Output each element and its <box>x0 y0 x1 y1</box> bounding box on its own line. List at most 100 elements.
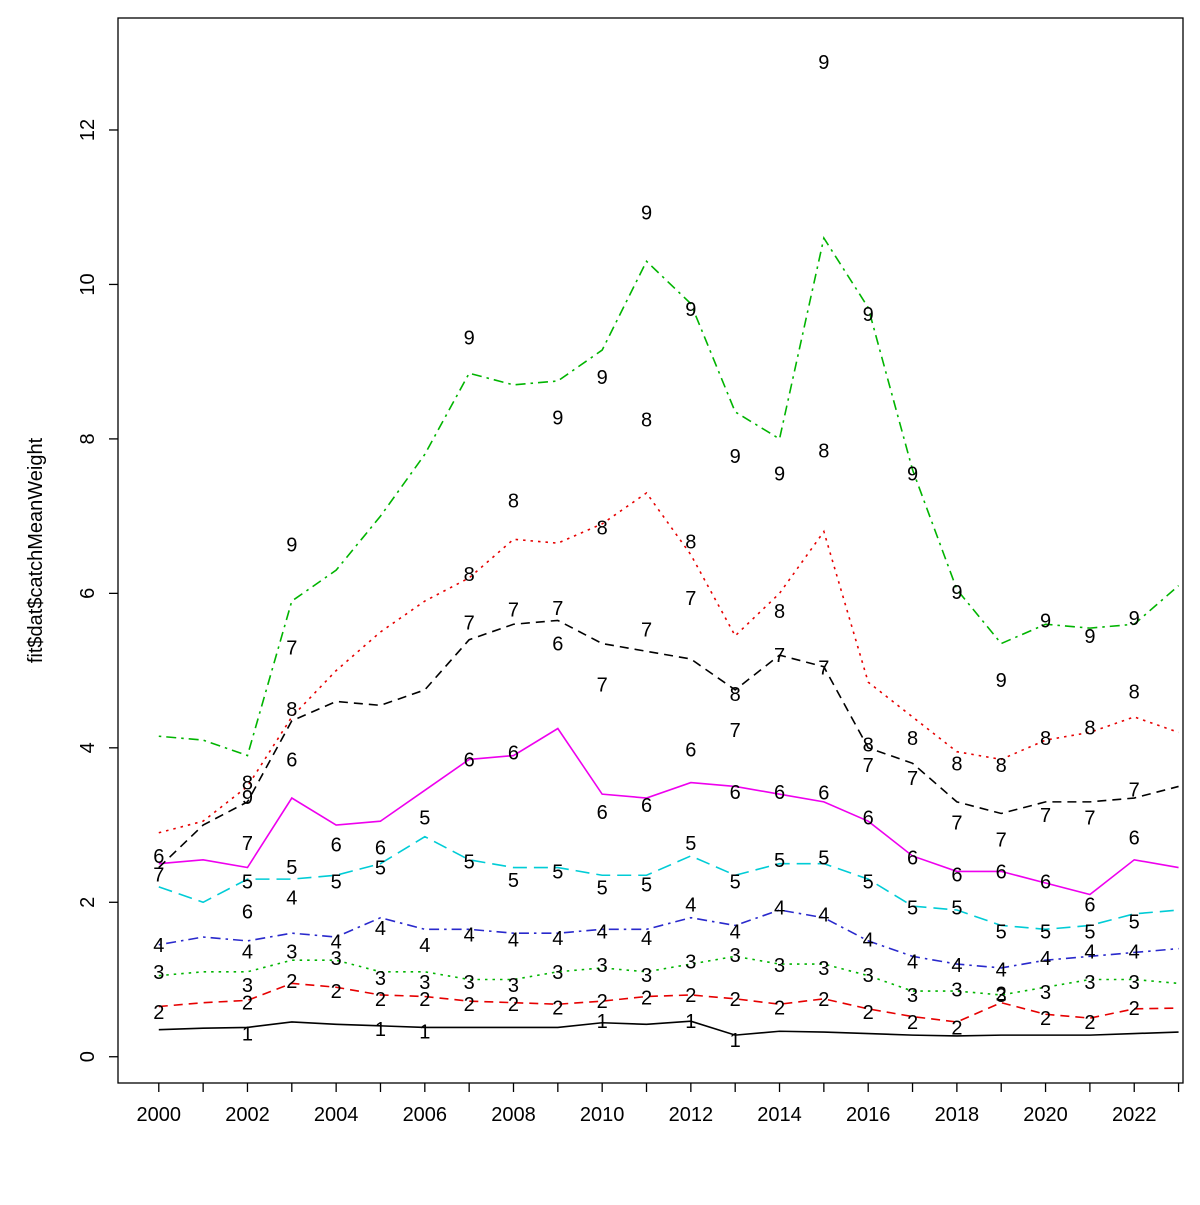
series-point-label-age-6: 6 <box>996 861 1007 883</box>
series-point-label-age-9: 9 <box>818 52 829 74</box>
y-tick-label: 8 <box>77 433 99 444</box>
series-point-label-age-9: 9 <box>552 407 563 429</box>
series-point-label-age-9: 9 <box>597 367 608 389</box>
series-point-label-age-7: 7 <box>818 658 829 680</box>
series-point-label-age-9: 9 <box>242 787 253 809</box>
series-line-age-3 <box>158 955 1179 996</box>
series-point-label-age-5: 5 <box>508 870 519 892</box>
x-tick-label: 2022 <box>1112 1104 1157 1126</box>
series-point-label-age-7: 7 <box>863 755 874 777</box>
series-point-label-age-7: 7 <box>1129 780 1140 802</box>
series-labels-age-1: 1 1 1 1 1 1 <box>242 1011 741 1052</box>
series-point-label-age-6: 6 <box>1040 871 1051 893</box>
series-point-label-age-4: 4 <box>552 928 563 950</box>
series-point-label-age-5: 5 <box>951 898 962 920</box>
series-point-label-age-6: 6 <box>1084 895 1095 917</box>
y-axis: 0 2 4 6 8 10 12 <box>77 119 118 1062</box>
series-point-label-age-6: 6 <box>508 742 519 764</box>
series-point-label-age-5: 5 <box>863 871 874 893</box>
series-line-age-8 <box>158 491 1179 834</box>
series-point-label-age-3: 3 <box>996 985 1007 1007</box>
series-point-label-age-4: 4 <box>153 935 164 957</box>
series-point-label-age-2: 2 <box>641 987 652 1009</box>
series-point-label-age-8: 8 <box>597 518 608 540</box>
series-labels-age-3: 3 3 3 3 3 3 3 3 3 3 3 3 3 3 3 3 3 3 3 3 3 3 <box>153 942 1140 1007</box>
series-point-label-age-4: 4 <box>508 929 519 951</box>
series-point-label-age-4: 4 <box>730 922 741 944</box>
series-labels-age-8: 8 8 8 8 8 8 8 8 8 8 8 8 8 8 8 8 8 <box>242 410 1140 795</box>
series-point-label-age-6: 6 <box>641 795 652 817</box>
series-point-label-age-9: 9 <box>774 464 785 486</box>
series-point-label-age-6: 6 <box>464 749 475 771</box>
series-point-label-age-2: 2 <box>286 971 297 993</box>
series-point-label-age-4: 4 <box>1129 942 1140 964</box>
series-point-label-age-2: 2 <box>508 994 519 1016</box>
series-point-label-age-6: 6 <box>818 783 829 805</box>
series-point-label-age-1: 1 <box>242 1024 253 1046</box>
series-point-label-age-2: 2 <box>1040 1008 1051 1030</box>
series-point-label-age-3: 3 <box>1040 982 1051 1004</box>
series-point-label-age-1: 1 <box>375 1019 386 1041</box>
series-labels-age-7: 7 7 7 7 7 7 7 7 7 7 7 7 7 7 7 7 7 7 7 <box>153 588 1140 886</box>
series-point-label-age-3: 3 <box>641 965 652 987</box>
series-point-label-age-7: 7 <box>1084 807 1095 829</box>
series-point-label-age-2: 2 <box>375 989 386 1011</box>
series-point-label-age-2: 2 <box>996 983 1007 1005</box>
series-point-label-age-9: 9 <box>907 464 918 486</box>
series-point-label-age-3: 3 <box>1084 972 1095 994</box>
series-point-label-age-5: 5 <box>1129 912 1140 934</box>
series-point-label-age-4: 4 <box>242 942 253 964</box>
y-tick-label: 2 <box>77 897 99 908</box>
series-point-label-age-5: 5 <box>242 871 253 893</box>
series-point-label-age-8: 8 <box>951 753 962 775</box>
series-point-label-age-9: 9 <box>951 582 962 604</box>
series-point-label-age-8: 8 <box>907 728 918 750</box>
series-point-label-age-2: 2 <box>685 985 696 1007</box>
series-point-label-age-6: 6 <box>552 634 563 656</box>
series-point-label-age-3: 3 <box>774 955 785 977</box>
series-point-label-age-9: 9 <box>641 203 652 225</box>
series-point-label-age-2: 2 <box>774 997 785 1019</box>
x-tick-label: 2006 <box>403 1104 448 1126</box>
series-point-label-age-5: 5 <box>730 871 741 893</box>
series-point-label-age-8: 8 <box>1084 718 1095 740</box>
series-point-label-age-7: 7 <box>1040 805 1051 827</box>
series-lines <box>158 236 1180 1037</box>
series-point-label-age-3: 3 <box>375 968 386 990</box>
series-point-label-age-2: 2 <box>863 1002 874 1024</box>
series-point-label-age-6: 6 <box>863 807 874 829</box>
series-point-label-age-5: 5 <box>464 851 475 873</box>
x-tick-label: 2008 <box>491 1104 536 1126</box>
series-point-label-age-8: 8 <box>242 773 253 795</box>
y-tick-label: 6 <box>77 588 99 599</box>
series-point-label-age-2: 2 <box>331 981 342 1003</box>
x-tick-label: 2012 <box>669 1104 714 1126</box>
series-point-label-age-7: 7 <box>552 598 563 620</box>
series-point-label-age-7: 7 <box>597 674 608 696</box>
series-point-label-age-3: 3 <box>685 952 696 974</box>
x-tick-label: 2018 <box>935 1104 980 1126</box>
y-axis-title: fit$dat$catchMeanWeight <box>25 437 47 663</box>
series-line-age-5 <box>158 835 1179 931</box>
series-point-label-age-6: 6 <box>153 846 164 868</box>
series-point-label-age-3: 3 <box>552 962 563 984</box>
series-line-age-2 <box>158 982 1179 1023</box>
series-point-label-age-8: 8 <box>863 735 874 757</box>
series-point-label-age-6: 6 <box>597 802 608 824</box>
series-point-label-age-7: 7 <box>464 613 475 635</box>
series-point-label-age-5: 5 <box>685 833 696 855</box>
series-point-label-age-5: 5 <box>597 878 608 900</box>
series-point-label-age-9: 9 <box>1084 626 1095 648</box>
y-tick-label: 4 <box>77 742 99 753</box>
series-point-label-age-8: 8 <box>641 410 652 432</box>
series-point-label-age-2: 2 <box>907 1012 918 1034</box>
series-point-label-age-2: 2 <box>597 991 608 1013</box>
series-point-label-age-5: 5 <box>286 857 297 879</box>
series-point-label-age-2: 2 <box>552 997 563 1019</box>
series-point-label-age-3: 3 <box>818 958 829 980</box>
series-point-label-age-3: 3 <box>907 985 918 1007</box>
series-point-label-age-8: 8 <box>996 755 1007 777</box>
series-line-age-4 <box>158 909 1179 969</box>
